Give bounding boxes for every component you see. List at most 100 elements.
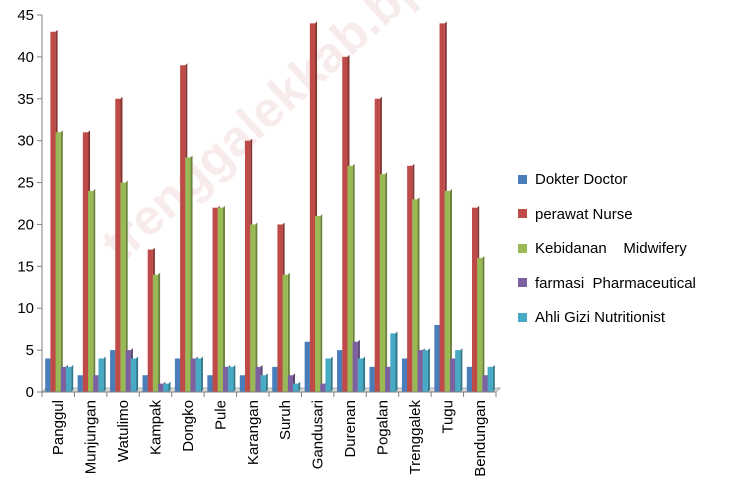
bar [163, 383, 169, 392]
bar-side [60, 130, 63, 393]
bar-side [298, 381, 301, 392]
legend-label: Ahli Gizi Nutritionist [535, 309, 666, 326]
y-tick-label: 5 [26, 342, 34, 359]
x-tick-label: Gandusari [310, 400, 327, 469]
x-tick-label: Watulimo [115, 400, 132, 462]
bar-side [168, 381, 171, 392]
bar [385, 366, 391, 392]
legend-label: Kebidanan Midwifery [535, 240, 687, 257]
bar [60, 366, 67, 392]
bar [309, 23, 316, 392]
bar [195, 358, 201, 392]
legend-item: Dokter Doctor [518, 163, 696, 198]
legend-item: Kebidanan Midwifery [518, 232, 696, 267]
x-tick-label: Munjungan [83, 400, 100, 474]
bar [455, 350, 461, 392]
x-tick-label: Pogalan [375, 400, 392, 455]
x-tick-label: Tugu [439, 400, 456, 434]
legend-swatch [518, 243, 527, 253]
bar [352, 341, 358, 392]
legend-item: perawat Nurse [518, 198, 696, 233]
bar [357, 358, 364, 392]
legend-label: farmasi Pharmaceutical [535, 274, 696, 292]
bar [379, 174, 386, 392]
bar-side [158, 272, 161, 392]
bar [88, 190, 94, 392]
bar [347, 165, 353, 392]
bar-side [352, 163, 355, 392]
bar [82, 132, 89, 393]
bar [180, 65, 186, 393]
bar-side [255, 222, 258, 392]
legend-item: farmasi Pharmaceutical [518, 267, 696, 302]
bar [487, 366, 493, 392]
legend-label: perawat Nurse [535, 205, 633, 223]
bar [422, 350, 428, 392]
bar [45, 358, 51, 392]
bar [337, 350, 343, 392]
bar [228, 366, 234, 392]
bar [277, 224, 283, 392]
bar [93, 375, 99, 392]
bar [120, 182, 126, 392]
bar [471, 207, 478, 392]
bar-side [492, 364, 495, 392]
x-tick-label: Kampak [148, 400, 165, 456]
x-tick-label: Suruh [277, 400, 294, 440]
bar-side [427, 348, 430, 392]
bar-side [395, 331, 398, 392]
bar [325, 358, 331, 392]
bar [250, 224, 256, 392]
bar [55, 132, 61, 393]
bar [50, 31, 56, 393]
bar [190, 358, 196, 392]
bar [239, 375, 245, 392]
bar [98, 358, 104, 392]
bar [407, 165, 413, 392]
bar [130, 358, 137, 392]
plot-area: 0 5 10 15 20 25 30 35 40 45 Panggul Munjungan Watuli… [17, 7, 501, 477]
x-tick-label: Trenggalek [407, 400, 424, 475]
bar-side [136, 356, 139, 392]
bar [152, 274, 159, 392]
bar [444, 190, 450, 392]
bar-side [417, 197, 420, 392]
bar [466, 366, 472, 392]
bar [434, 324, 440, 392]
bar [110, 350, 116, 392]
bar [374, 98, 380, 393]
bar [222, 366, 229, 392]
bar [142, 375, 148, 392]
bar [125, 350, 131, 392]
bar-side [71, 364, 74, 392]
bar [315, 216, 321, 392]
bar [207, 375, 213, 392]
bar-side [287, 272, 290, 392]
bar [212, 207, 218, 392]
bar [477, 257, 483, 392]
legend-item: Ahli Gizi Nutritionist [518, 301, 696, 336]
bar-side [190, 155, 193, 392]
bar [66, 366, 72, 392]
x-tick-label: Panggul [50, 400, 67, 455]
bar [174, 358, 181, 392]
bar [260, 375, 266, 392]
bar [320, 383, 326, 392]
bar [115, 98, 121, 393]
bar [390, 333, 396, 392]
x-tick-label: Dongko [180, 400, 197, 452]
legend-swatch [518, 174, 527, 184]
bar [287, 375, 294, 392]
bar [417, 350, 423, 392]
bar [293, 383, 299, 392]
y-tick-label: 45 [17, 7, 34, 24]
bar [282, 274, 288, 392]
bar-side [482, 255, 485, 392]
bar [342, 56, 348, 393]
bar [449, 358, 456, 392]
x-tick-label: Pule [212, 400, 229, 430]
bar [255, 366, 261, 392]
bar-side [125, 180, 128, 392]
bar-side [449, 188, 452, 392]
